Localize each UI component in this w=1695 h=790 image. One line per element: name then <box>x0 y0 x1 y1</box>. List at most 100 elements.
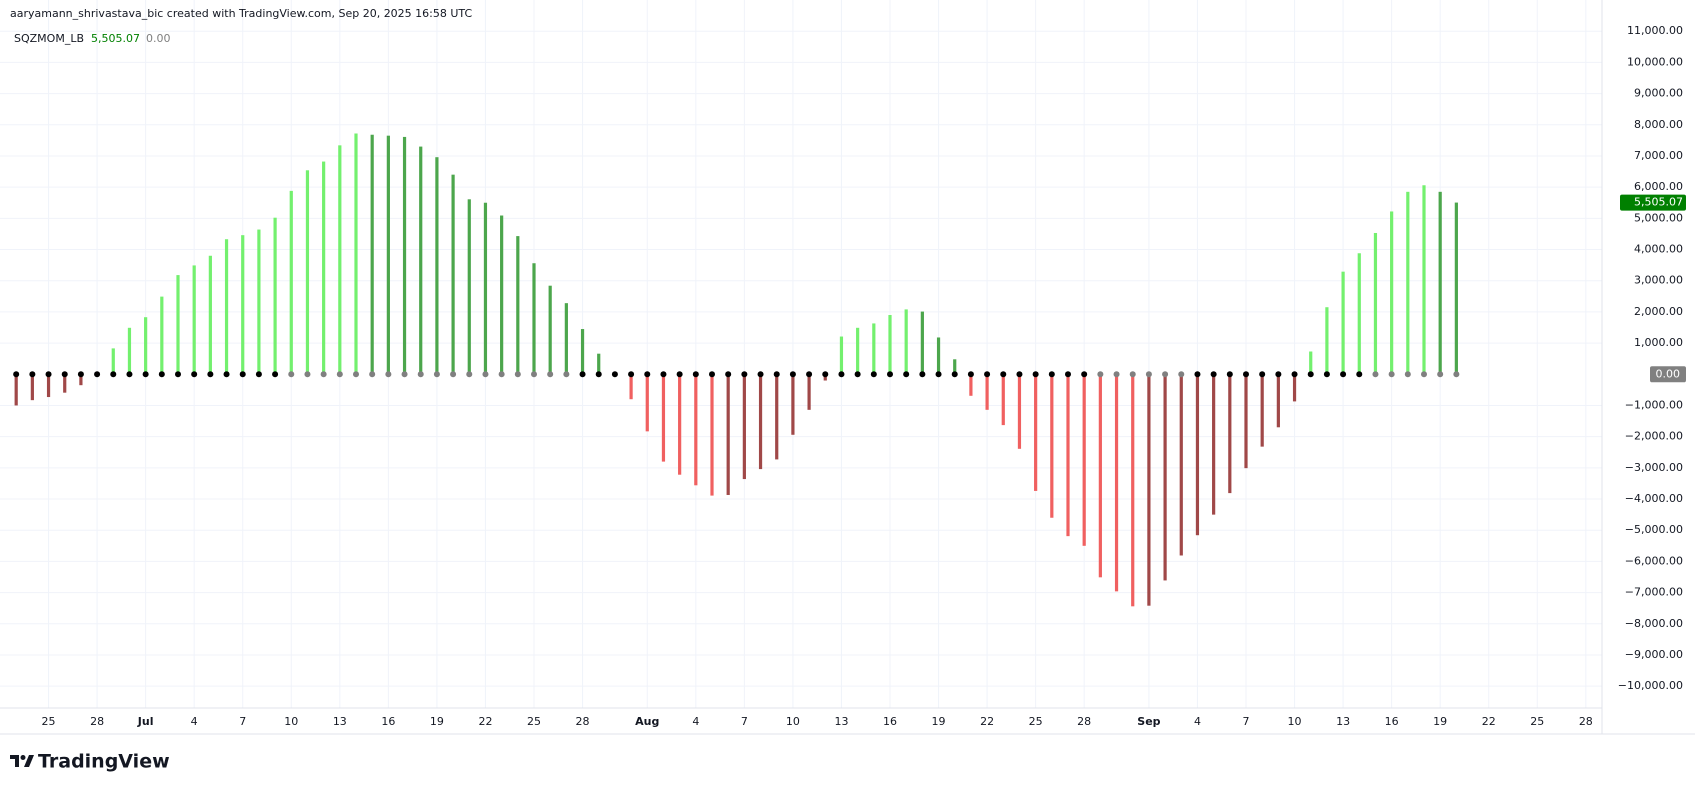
histogram-bar <box>823 374 827 381</box>
squeeze-dot <box>1291 371 1298 378</box>
squeeze-dot <box>304 371 311 378</box>
histogram-bar <box>985 374 989 410</box>
squeeze-dot <box>1356 371 1363 378</box>
y-tick-label: 1,000.00 <box>1634 336 1683 349</box>
x-tick-label: 22 <box>980 715 994 728</box>
histogram-bar <box>79 374 83 386</box>
x-tick-label: 10 <box>786 715 800 728</box>
last-value-badge <box>1620 194 1686 211</box>
histogram-bar <box>856 327 860 375</box>
squeeze-dot <box>223 371 230 378</box>
histogram-bar <box>1163 374 1167 581</box>
squeeze-dot <box>320 371 327 378</box>
x-tick-label: 25 <box>1029 715 1043 728</box>
squeeze-dot <box>498 371 505 378</box>
squeeze-dot <box>773 371 780 378</box>
zero-label: 0.00 <box>1656 367 1681 380</box>
squeeze-dot <box>1307 371 1314 378</box>
histogram-bar <box>904 309 908 375</box>
squeeze-dot <box>1113 371 1120 378</box>
y-tick-label: −1,000.00 <box>1625 398 1683 411</box>
y-tick-label: −3,000.00 <box>1625 461 1683 474</box>
squeeze-dot <box>1226 371 1233 378</box>
x-tick-label: 13 <box>834 715 848 728</box>
squeeze-dot <box>935 371 942 378</box>
histogram-bar <box>1276 374 1280 428</box>
histogram-bar <box>1066 374 1070 537</box>
squeeze-dot <box>1016 371 1023 378</box>
squeeze-dot <box>1275 371 1282 378</box>
plot <box>13 133 1460 607</box>
histogram-bar <box>742 374 746 480</box>
squeeze-dot <box>1453 371 1460 378</box>
histogram-bar <box>678 374 682 475</box>
squeeze-dot <box>142 371 149 378</box>
squeeze-dot <box>967 371 974 378</box>
squeeze-dot <box>110 371 117 378</box>
squeeze-dot <box>288 371 295 378</box>
squeeze-dot <box>401 371 408 378</box>
histogram-bar <box>192 265 196 375</box>
histogram-bar <box>629 374 633 400</box>
squeeze-dot <box>1048 371 1055 378</box>
squeeze-dot <box>1404 371 1411 378</box>
histogram-bar <box>257 229 261 375</box>
squeeze-dot <box>433 371 440 378</box>
histogram-bar <box>969 374 973 396</box>
squeeze-dot <box>1081 371 1088 378</box>
histogram-bar <box>1357 253 1361 375</box>
y-tick-label: −4,000.00 <box>1625 492 1683 505</box>
y-tick-label: 8,000.00 <box>1634 118 1683 131</box>
histogram-bar <box>30 374 34 401</box>
squeeze-dot <box>13 371 20 378</box>
histogram-bar <box>580 329 585 375</box>
x-tick-label: 25 <box>1530 715 1544 728</box>
x-tick-label: 16 <box>883 715 897 728</box>
x-tick-label: 13 <box>1336 715 1350 728</box>
squeeze-dot <box>547 371 554 378</box>
histogram-bar <box>419 146 423 375</box>
x-tick-label: 22 <box>1482 715 1496 728</box>
squeeze-dot <box>903 371 910 378</box>
squeeze-dot <box>239 371 246 378</box>
squeeze-dot <box>854 371 861 378</box>
histogram-bar <box>1098 374 1102 578</box>
squeeze-dot <box>563 371 570 378</box>
squeeze-dot <box>61 371 68 378</box>
histogram-bar <box>1114 374 1119 592</box>
squeeze-dot <box>1162 371 1169 378</box>
histogram-bar <box>1309 351 1313 375</box>
histogram-bar <box>1422 185 1426 375</box>
x-tick-label: 28 <box>1579 715 1593 728</box>
squeeze-dot <box>692 371 699 378</box>
legend-name: SQZMOM_LB <box>14 32 84 45</box>
y-tick-label: −10,000.00 <box>1618 679 1683 692</box>
squeeze-dot <box>984 371 991 378</box>
histogram-bar <box>1017 374 1022 449</box>
histogram-bar <box>467 199 471 375</box>
y-tick-label: −7,000.00 <box>1625 586 1683 599</box>
histogram-bar <box>1454 202 1458 375</box>
x-tick-label: 7 <box>239 715 246 728</box>
squeeze-dot <box>709 371 715 378</box>
histogram-bar <box>710 374 714 496</box>
histogram-bar <box>14 374 18 406</box>
histogram-bar <box>144 317 148 375</box>
histogram-bar <box>451 174 455 375</box>
histogram-bar <box>1390 211 1394 375</box>
squeeze-dot <box>725 371 732 378</box>
y-tick-label: −6,000.00 <box>1625 554 1683 567</box>
y-tick-label: −5,000.00 <box>1625 523 1683 536</box>
y-tick-label: −9,000.00 <box>1625 648 1683 661</box>
squeeze-dot <box>385 371 392 378</box>
squeeze-dot <box>417 371 424 378</box>
legend-value: 5,505.07 <box>91 32 140 45</box>
histogram-bar <box>532 263 536 375</box>
histogram-bar <box>241 235 245 375</box>
squeeze-dot <box>29 371 36 378</box>
histogram-bar <box>1325 307 1329 375</box>
squeeze-dot <box>1032 371 1039 378</box>
squeeze-dot <box>628 371 635 378</box>
